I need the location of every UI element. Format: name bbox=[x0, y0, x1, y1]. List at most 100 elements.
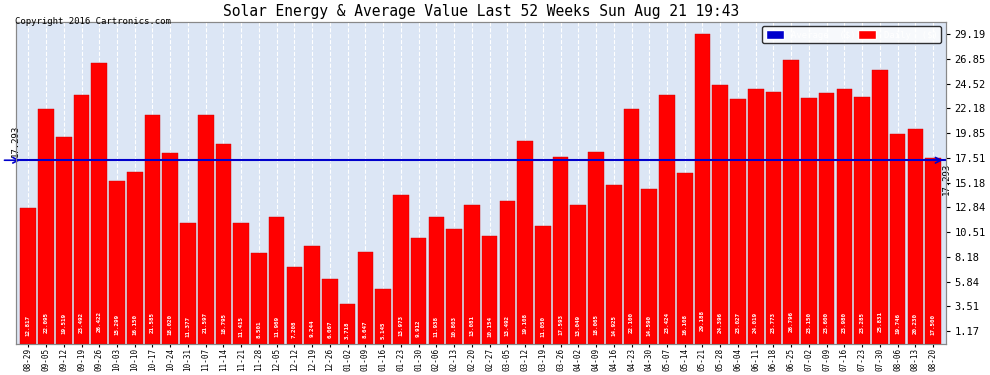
Bar bbox=[127, 172, 143, 344]
Bar bbox=[446, 229, 462, 344]
Text: 16.108: 16.108 bbox=[682, 314, 687, 335]
Text: 3.718: 3.718 bbox=[346, 322, 350, 339]
Text: 11.969: 11.969 bbox=[274, 315, 279, 336]
Bar bbox=[393, 195, 409, 344]
Text: 13.973: 13.973 bbox=[398, 315, 403, 336]
Bar bbox=[322, 279, 338, 344]
Text: 5.145: 5.145 bbox=[380, 321, 386, 339]
Text: 29.188: 29.188 bbox=[700, 310, 705, 331]
Bar bbox=[269, 217, 284, 344]
Bar bbox=[464, 205, 479, 344]
Text: 19.519: 19.519 bbox=[61, 313, 66, 334]
Legend: Average  ($), Daily  ($): Average ($), Daily ($) bbox=[762, 26, 941, 43]
Text: 7.208: 7.208 bbox=[292, 321, 297, 338]
Text: 17.293: 17.293 bbox=[942, 162, 951, 195]
Bar bbox=[56, 136, 71, 344]
Bar bbox=[517, 141, 533, 344]
Text: 10.154: 10.154 bbox=[487, 316, 492, 337]
Text: 26.796: 26.796 bbox=[789, 311, 794, 332]
Bar bbox=[872, 70, 888, 344]
Text: 24.396: 24.396 bbox=[718, 312, 723, 333]
Bar bbox=[251, 254, 266, 344]
Bar bbox=[234, 222, 249, 344]
Bar bbox=[624, 109, 640, 344]
Bar bbox=[340, 304, 355, 344]
Text: 21.585: 21.585 bbox=[150, 312, 155, 333]
Text: 18.020: 18.020 bbox=[167, 314, 172, 334]
Bar bbox=[552, 157, 568, 344]
Text: 9.912: 9.912 bbox=[416, 320, 421, 337]
Bar bbox=[588, 152, 604, 344]
Bar bbox=[731, 99, 745, 344]
Text: 6.067: 6.067 bbox=[328, 321, 333, 338]
Bar bbox=[747, 89, 763, 344]
Bar bbox=[695, 34, 710, 344]
Bar bbox=[482, 236, 497, 344]
Bar bbox=[677, 173, 693, 344]
Bar bbox=[375, 289, 391, 344]
Text: 11.377: 11.377 bbox=[185, 316, 190, 337]
Text: 13.492: 13.492 bbox=[505, 315, 510, 336]
Bar bbox=[216, 144, 232, 344]
Bar bbox=[500, 201, 515, 344]
Bar bbox=[39, 110, 53, 344]
Bar bbox=[801, 98, 817, 344]
Bar bbox=[606, 185, 622, 344]
Bar bbox=[713, 85, 728, 344]
Text: 9.244: 9.244 bbox=[310, 320, 315, 338]
Bar bbox=[890, 134, 906, 344]
Text: 23.980: 23.980 bbox=[842, 312, 846, 333]
Bar bbox=[304, 246, 320, 344]
Bar bbox=[926, 158, 940, 344]
Bar bbox=[535, 226, 550, 344]
Bar bbox=[570, 205, 586, 344]
Text: 26.422: 26.422 bbox=[97, 311, 102, 332]
Text: 11.050: 11.050 bbox=[541, 316, 545, 337]
Text: 20.230: 20.230 bbox=[913, 313, 918, 334]
Text: 23.285: 23.285 bbox=[859, 312, 864, 333]
Bar bbox=[162, 153, 178, 344]
Bar bbox=[642, 189, 657, 344]
Text: 22.095: 22.095 bbox=[44, 312, 49, 333]
Text: 23.150: 23.150 bbox=[807, 312, 812, 333]
Bar bbox=[837, 89, 852, 344]
Bar bbox=[819, 93, 835, 344]
Bar bbox=[287, 267, 302, 344]
Text: 14.925: 14.925 bbox=[611, 315, 617, 336]
Text: 18.795: 18.795 bbox=[221, 314, 226, 334]
Bar bbox=[21, 208, 36, 344]
Bar bbox=[659, 95, 675, 344]
Text: 8.501: 8.501 bbox=[256, 320, 261, 338]
Text: 8.647: 8.647 bbox=[363, 320, 368, 338]
Text: 15.299: 15.299 bbox=[115, 315, 120, 336]
Text: 23.600: 23.600 bbox=[825, 312, 830, 333]
Title: Solar Energy & Average Value Last 52 Weeks Sun Aug 21 19:43: Solar Energy & Average Value Last 52 Wee… bbox=[223, 4, 739, 19]
Bar bbox=[429, 217, 445, 344]
Text: 23.773: 23.773 bbox=[771, 312, 776, 333]
Text: 11.415: 11.415 bbox=[239, 316, 244, 337]
Text: 21.597: 21.597 bbox=[203, 312, 208, 333]
Text: 10.803: 10.803 bbox=[451, 316, 456, 337]
Bar bbox=[198, 115, 214, 344]
Text: 17.500: 17.500 bbox=[931, 314, 936, 335]
Bar bbox=[180, 223, 196, 344]
Text: 23.027: 23.027 bbox=[736, 312, 741, 333]
Bar bbox=[145, 115, 160, 344]
Text: 11.938: 11.938 bbox=[434, 316, 439, 337]
Text: 16.150: 16.150 bbox=[133, 314, 138, 335]
Bar bbox=[91, 63, 107, 344]
Bar bbox=[109, 182, 125, 344]
Text: 22.100: 22.100 bbox=[629, 312, 634, 333]
Text: 19.108: 19.108 bbox=[523, 313, 528, 334]
Text: 19.746: 19.746 bbox=[895, 313, 900, 334]
Text: 23.424: 23.424 bbox=[664, 312, 669, 333]
Text: 17.593: 17.593 bbox=[558, 314, 563, 335]
Bar bbox=[854, 97, 870, 344]
Text: 24.019: 24.019 bbox=[753, 312, 758, 333]
Text: 14.590: 14.590 bbox=[646, 315, 651, 336]
Bar bbox=[765, 92, 781, 344]
Text: 12.817: 12.817 bbox=[26, 315, 31, 336]
Bar bbox=[783, 60, 799, 344]
Bar bbox=[411, 238, 427, 344]
Text: 13.081: 13.081 bbox=[469, 315, 474, 336]
